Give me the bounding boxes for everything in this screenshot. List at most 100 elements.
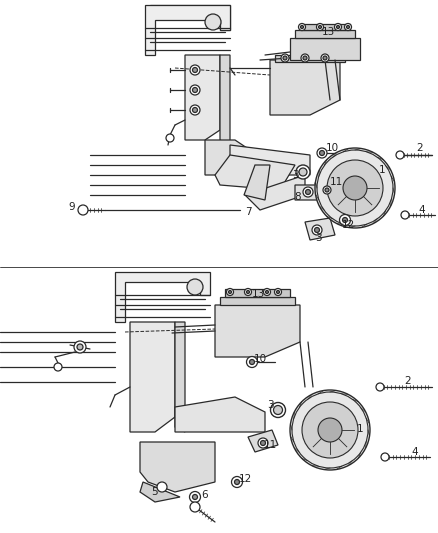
Polygon shape: [220, 297, 295, 305]
Text: 10: 10: [254, 354, 267, 364]
Circle shape: [261, 440, 265, 446]
Circle shape: [229, 290, 232, 294]
Circle shape: [401, 211, 409, 219]
Text: 4: 4: [412, 447, 418, 457]
Circle shape: [323, 56, 327, 60]
Polygon shape: [272, 402, 285, 417]
Text: 3: 3: [314, 233, 321, 243]
Circle shape: [166, 134, 174, 142]
Polygon shape: [145, 5, 230, 55]
Circle shape: [327, 160, 383, 216]
Circle shape: [300, 26, 304, 28]
Polygon shape: [225, 289, 290, 297]
Polygon shape: [140, 482, 180, 502]
Circle shape: [318, 26, 321, 28]
Polygon shape: [205, 140, 265, 175]
Circle shape: [314, 228, 319, 232]
Text: 3: 3: [292, 170, 298, 180]
Circle shape: [192, 495, 198, 499]
Circle shape: [292, 392, 368, 468]
Circle shape: [317, 150, 393, 226]
Circle shape: [205, 14, 221, 30]
Circle shape: [283, 56, 287, 60]
Text: 7: 7: [245, 207, 251, 217]
Polygon shape: [115, 272, 210, 322]
Circle shape: [190, 491, 201, 503]
Text: 12: 12: [238, 474, 251, 484]
Circle shape: [345, 23, 352, 30]
Text: 13: 13: [321, 27, 335, 37]
Circle shape: [190, 85, 200, 95]
Circle shape: [187, 279, 203, 295]
Circle shape: [74, 341, 86, 353]
Text: 11: 11: [263, 440, 277, 450]
Text: 5: 5: [152, 487, 158, 497]
Circle shape: [318, 418, 342, 442]
Text: 4: 4: [419, 205, 425, 215]
Polygon shape: [230, 145, 310, 175]
Circle shape: [339, 214, 350, 225]
Circle shape: [343, 176, 367, 200]
Text: 3: 3: [267, 400, 273, 410]
Circle shape: [192, 68, 198, 72]
Circle shape: [396, 151, 404, 159]
Circle shape: [302, 402, 358, 458]
Polygon shape: [295, 185, 325, 200]
Circle shape: [343, 217, 347, 222]
Text: 8: 8: [295, 192, 301, 202]
Text: 11: 11: [329, 177, 343, 187]
Polygon shape: [175, 397, 265, 432]
Text: 10: 10: [325, 143, 339, 153]
Circle shape: [275, 288, 282, 295]
Circle shape: [244, 288, 251, 295]
Polygon shape: [300, 24, 350, 30]
Circle shape: [303, 187, 313, 197]
Polygon shape: [150, 5, 230, 30]
Circle shape: [234, 480, 240, 484]
Polygon shape: [215, 155, 295, 190]
Polygon shape: [290, 38, 360, 60]
Polygon shape: [305, 218, 335, 240]
Polygon shape: [275, 55, 345, 62]
Text: 6: 6: [201, 490, 208, 500]
Circle shape: [192, 108, 198, 112]
Polygon shape: [315, 178, 340, 198]
Text: 9: 9: [69, 202, 75, 212]
Circle shape: [335, 23, 342, 30]
Circle shape: [305, 190, 311, 195]
Circle shape: [319, 150, 325, 156]
Circle shape: [190, 105, 200, 115]
Circle shape: [77, 344, 83, 350]
Circle shape: [312, 225, 322, 235]
Circle shape: [303, 56, 307, 60]
Circle shape: [299, 168, 307, 176]
Circle shape: [273, 406, 283, 415]
Circle shape: [346, 26, 350, 28]
Circle shape: [247, 290, 250, 294]
Circle shape: [54, 363, 62, 371]
Polygon shape: [215, 305, 300, 357]
Circle shape: [321, 54, 329, 62]
Ellipse shape: [299, 399, 361, 461]
Polygon shape: [140, 442, 215, 492]
Ellipse shape: [315, 148, 395, 228]
Polygon shape: [175, 322, 185, 432]
Text: 2: 2: [417, 143, 423, 153]
Text: 1: 1: [379, 165, 385, 175]
Ellipse shape: [290, 390, 370, 470]
Ellipse shape: [324, 157, 386, 219]
Circle shape: [323, 186, 331, 194]
Text: 2: 2: [405, 376, 411, 386]
Circle shape: [381, 453, 389, 461]
Polygon shape: [270, 60, 340, 115]
Polygon shape: [244, 165, 270, 200]
Polygon shape: [185, 55, 220, 140]
Circle shape: [190, 65, 200, 75]
Circle shape: [250, 359, 254, 365]
Text: 12: 12: [341, 220, 355, 230]
Circle shape: [376, 383, 384, 391]
Circle shape: [281, 54, 289, 62]
Circle shape: [299, 23, 305, 30]
Polygon shape: [248, 430, 278, 452]
Circle shape: [301, 54, 309, 62]
